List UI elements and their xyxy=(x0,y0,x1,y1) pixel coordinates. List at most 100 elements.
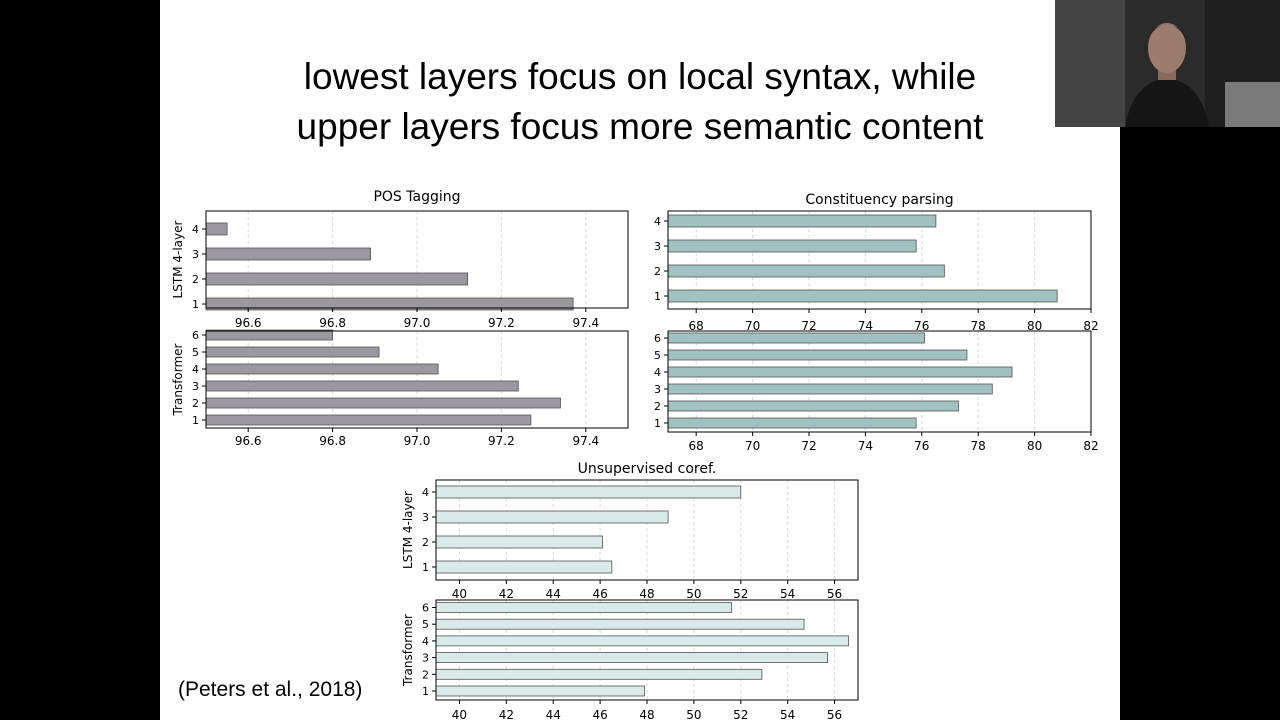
x-tick-label: 70 xyxy=(745,439,760,453)
slide-title: lowest layers focus on local syntax, whi… xyxy=(160,52,1120,152)
y-axis-label: Transformer xyxy=(401,614,415,687)
x-tick-label: 97.2 xyxy=(488,316,515,330)
panel-frame xyxy=(667,210,1092,310)
x-tick-label: 42 xyxy=(499,708,514,720)
x-tick-label: 42 xyxy=(499,587,514,601)
x-tick-label: 50 xyxy=(686,587,701,601)
y-tick-label: 2 xyxy=(422,668,429,681)
x-tick-label: 78 xyxy=(971,319,986,333)
webcam-overlay xyxy=(1055,0,1280,127)
x-tick-label: 48 xyxy=(639,587,654,601)
y-tick-label: 4 xyxy=(192,223,199,236)
x-tick-label: 50 xyxy=(686,708,701,720)
x-tick-label: 97.4 xyxy=(572,434,599,448)
bar xyxy=(205,363,439,375)
x-tick-label: 52 xyxy=(733,708,748,720)
y-tick-label: 5 xyxy=(192,346,199,359)
y-tick-label: 5 xyxy=(422,618,429,631)
x-tick-label: 96.6 xyxy=(235,316,262,330)
bar xyxy=(205,397,561,409)
x-tick-label: 56 xyxy=(827,587,842,601)
x-tick-label: 96.8 xyxy=(319,434,346,448)
bar xyxy=(205,247,371,261)
bar xyxy=(667,214,937,228)
bar xyxy=(667,417,917,429)
y-tick-label: 3 xyxy=(422,511,429,524)
x-tick-label: 54 xyxy=(780,708,795,720)
chart-const: Constituency parsing 1 2 3 4 68 70 72 74 76 78 80 82… xyxy=(654,192,1099,453)
x-tick-label: 96.8 xyxy=(319,316,346,330)
x-tick-label: 56 xyxy=(827,708,842,720)
bar xyxy=(435,485,742,499)
bar xyxy=(435,535,603,549)
slide-title-line-2: upper layers focus more semantic content xyxy=(296,106,984,147)
bar xyxy=(435,635,850,647)
x-tick-label: 76 xyxy=(914,319,929,333)
y-tick-label: 6 xyxy=(192,329,199,342)
bar xyxy=(667,332,926,344)
y-tick-label: 4 xyxy=(192,363,199,376)
x-tick-label: 82 xyxy=(1083,439,1098,453)
y-tick-label: 1 xyxy=(654,290,661,303)
y-tick-label: 3 xyxy=(654,240,661,253)
bar xyxy=(435,510,669,524)
x-tick-label: 76 xyxy=(914,439,929,453)
y-tick-label: 6 xyxy=(654,332,661,345)
x-tick-label: 72 xyxy=(801,319,816,333)
x-tick-label: 80 xyxy=(1027,439,1042,453)
y-tick-label: 3 xyxy=(192,248,199,261)
x-tick-label: 52 xyxy=(733,587,748,601)
x-tick-label: 46 xyxy=(592,708,607,720)
x-tick-label: 97.4 xyxy=(572,316,599,330)
x-tick-label: 68 xyxy=(689,439,704,453)
x-tick-label: 72 xyxy=(801,439,816,453)
y-tick-label: 6 xyxy=(422,602,429,615)
y-axis-label: LSTM 4-layer xyxy=(401,491,415,569)
bar xyxy=(435,602,732,613)
y-tick-label: 1 xyxy=(422,561,429,574)
y-tick-label: 3 xyxy=(654,383,661,396)
panel-lstm: 1 2 3 4 68 70 72 74 76 78 80 82 xyxy=(654,210,1099,333)
bar xyxy=(667,383,993,395)
webcam-person-image xyxy=(1055,0,1280,127)
x-tick-label: 74 xyxy=(858,319,873,333)
x-tick-label: 78 xyxy=(971,439,986,453)
chart-title: Unsupervised coref. xyxy=(578,461,717,477)
bar xyxy=(667,289,1058,303)
x-tick-label: 97.0 xyxy=(404,434,431,448)
x-tick-label: 74 xyxy=(858,439,873,453)
y-tick-label: 1 xyxy=(192,414,199,427)
bar xyxy=(667,349,968,361)
x-tick-label: 40 xyxy=(452,587,467,601)
y-axis-label: Transformer xyxy=(171,343,185,416)
x-tick-label: 54 xyxy=(780,587,795,601)
y-tick-label: 4 xyxy=(422,635,429,648)
y-axis-label: LSTM 4-layer xyxy=(171,221,185,299)
y-tick-label: 2 xyxy=(192,397,199,410)
y-tick-label: 4 xyxy=(422,486,429,499)
panel-transformer: 1 2 3 4 5 6 96.6 96.8 97.0 97.2 97.4 Transformer xyxy=(171,329,629,448)
chart-title: Constituency parsing xyxy=(805,192,953,208)
bar xyxy=(205,346,380,358)
y-tick-label: 2 xyxy=(654,400,661,413)
bar xyxy=(205,222,228,236)
y-tick-label: 3 xyxy=(192,380,199,393)
x-tick-label: 40 xyxy=(452,708,467,720)
x-tick-label: 97.0 xyxy=(404,316,431,330)
bar xyxy=(435,560,613,574)
x-tick-label: 44 xyxy=(546,587,561,601)
bar xyxy=(435,618,805,630)
x-tick-label: 96.6 xyxy=(235,434,262,448)
bar xyxy=(205,414,532,426)
x-tick-label: 46 xyxy=(592,587,607,601)
x-tick-label: 44 xyxy=(546,708,561,720)
chart-pos: POS Tagging 1 2 3 4 96.6 96.8 97.0 97.2 97.4 LSTM … xyxy=(171,189,629,448)
y-tick-label: 1 xyxy=(422,685,429,698)
y-tick-label: 4 xyxy=(654,366,661,379)
x-tick-label: 48 xyxy=(639,708,654,720)
panel-lstm: 1 2 3 4 40 42 44 46 48 50 52 54 56 LSTM 4-layer xyxy=(401,479,859,601)
panel-frame xyxy=(667,330,1092,433)
